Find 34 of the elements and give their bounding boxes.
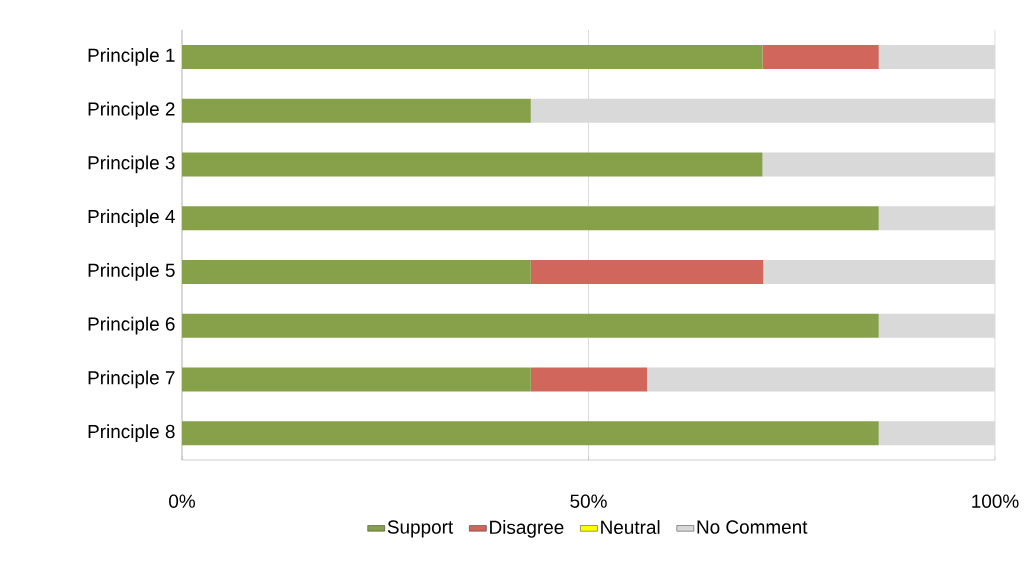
bar xyxy=(530,367,648,392)
bar xyxy=(762,152,996,177)
y-tick-label: Principle 2 xyxy=(88,101,175,120)
x-tick-label: 100% xyxy=(972,494,1019,508)
bar xyxy=(182,421,879,446)
bar xyxy=(182,367,531,392)
bar xyxy=(182,206,879,231)
bar xyxy=(530,98,996,123)
legend-label: Disagree xyxy=(490,520,564,538)
y-tick-label: Principle 4 xyxy=(88,209,175,227)
bar xyxy=(182,44,763,69)
legend-label: Support xyxy=(387,520,454,538)
x-tick-label: 50% xyxy=(570,494,607,508)
y-tick-label: Principle 5 xyxy=(88,263,175,281)
x-tick-label: 0% xyxy=(169,494,195,508)
y-tick-label: Principle 8 xyxy=(88,424,175,442)
y-tick-label: Principle 7 xyxy=(88,370,175,389)
y-tick-label: Principle 1 xyxy=(88,48,175,66)
bar xyxy=(878,421,996,446)
bar xyxy=(763,259,996,284)
y-tick-label: Principle 6 xyxy=(88,316,175,335)
bar xyxy=(878,44,996,69)
y-tick-label: Principle 3 xyxy=(88,155,175,174)
bar xyxy=(878,206,996,231)
bar xyxy=(762,44,879,69)
bar xyxy=(182,152,763,177)
bar xyxy=(182,259,531,284)
legend-label: Neutral xyxy=(601,520,660,534)
bar xyxy=(647,367,996,392)
bar xyxy=(182,313,879,338)
bar xyxy=(878,313,996,338)
bar xyxy=(530,259,764,284)
bar xyxy=(182,98,531,123)
legend-label: No Comment xyxy=(697,520,808,534)
